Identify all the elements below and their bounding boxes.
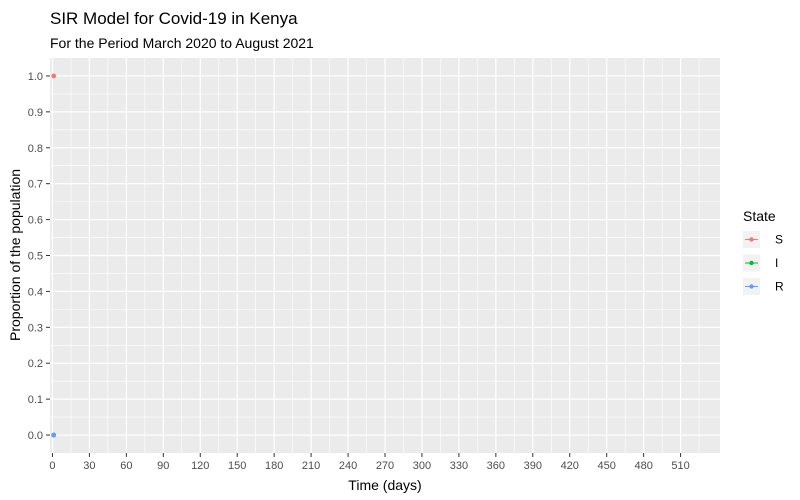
y-axis-title: Proportion of the population [7,169,23,341]
y-tick-label: 0.0 [28,430,43,442]
data-point-r [51,432,57,438]
legend-label-r: R [775,280,784,294]
x-tick-label: 360 [487,460,505,472]
y-tick-label: 0.5 [28,251,43,263]
chart-subtitle: For the Period March 2020 to August 2021 [50,35,314,51]
legend-item-s: S [743,231,783,248]
x-tick-label: 330 [450,460,468,472]
x-axis-title: Time (days) [348,477,421,493]
legend-label-s: S [775,233,783,247]
y-tick-label: 0.1 [28,394,43,406]
legend-label-i: I [775,256,778,270]
legend-item-r: R [743,278,784,295]
y-tick-label: 1.0 [28,71,43,83]
x-tick-label: 300 [413,460,431,472]
legend-point [749,260,754,266]
legend-point [749,284,754,289]
y-tick-label: 0.3 [28,322,43,334]
x-tick-label: 390 [524,460,542,472]
y-tick-label: 0.8 [28,143,43,155]
x-axis: 0 30 60 90 120 150 180 210 240 270 300 330 360 390 420… [49,453,690,472]
x-tick-label: 240 [339,460,357,472]
x-tick-label: 450 [598,460,616,472]
y-tick-label: 0.9 [28,107,43,119]
y-tick-label: 0.7 [28,179,43,191]
x-tick-label: 0 [49,460,55,472]
x-tick-label: 60 [120,460,132,472]
data-point-s [51,73,57,79]
y-tick-label: 0.2 [28,358,43,370]
x-tick-label: 150 [228,460,246,472]
x-tick-label: 90 [157,460,169,472]
y-tick-label: 0.4 [28,286,43,298]
x-tick-label: 510 [671,460,689,472]
legend-title: State [743,208,776,224]
y-axis: 0.0 0.1 0.2 0.3 0.4 0.5 0.6 0.7 0.8 0.9 1.0 [28,71,50,442]
x-tick-label: 120 [191,460,209,472]
x-tick-label: 420 [561,460,579,472]
x-tick-label: 480 [634,460,652,472]
grid-major [50,58,720,453]
x-tick-label: 180 [265,460,283,472]
y-tick-label: 0.6 [28,215,43,227]
legend-point [749,237,754,242]
legend-items: SIR [743,231,784,295]
legend-item-i: I [743,254,778,272]
x-tick-label: 210 [302,460,320,472]
data-points [51,73,57,438]
x-tick-label: 30 [83,460,95,472]
legend: State SIR [743,208,784,295]
x-tick-label: 270 [376,460,394,472]
chart-title: SIR Model for Covid-19 in Kenya [50,9,298,28]
